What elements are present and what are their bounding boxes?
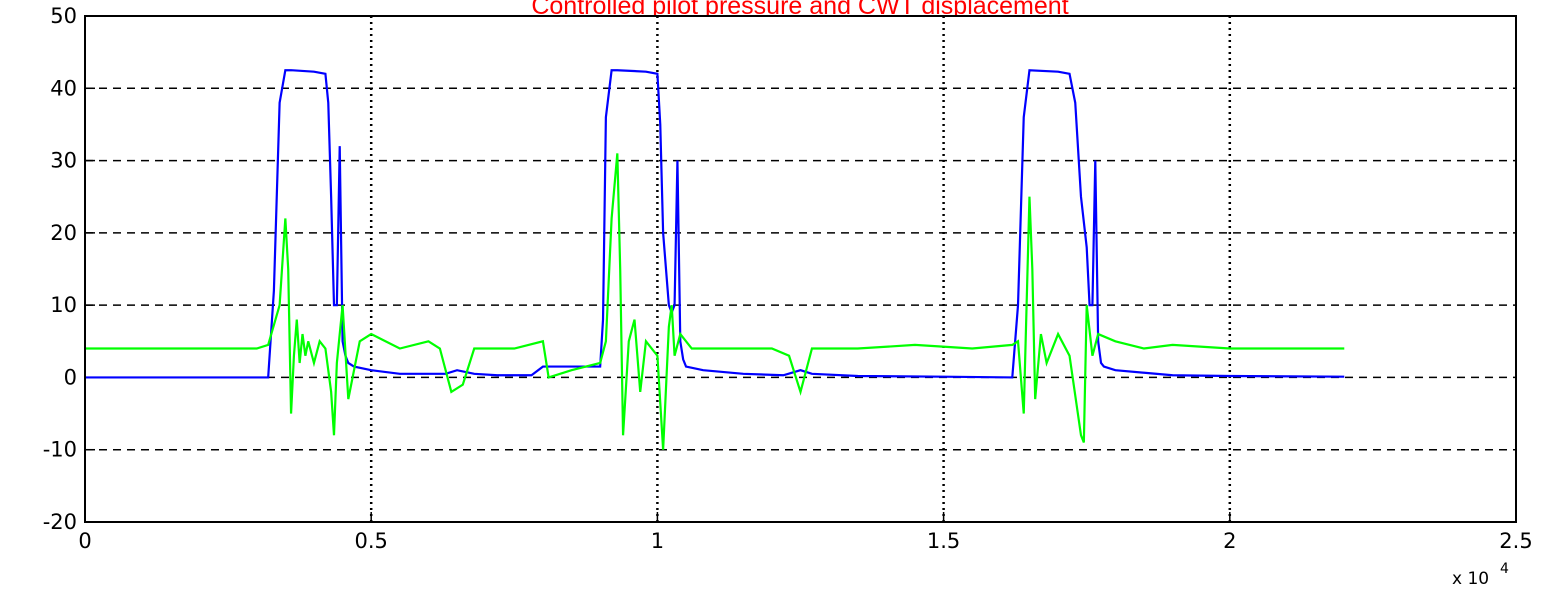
y-tick-label: -10 [43, 438, 77, 462]
x-multiplier: x 10 [1452, 569, 1489, 589]
axes-frame [84, 15, 1517, 523]
y-tick-label: 0 [64, 365, 77, 389]
y-tick-label: 50 [50, 4, 77, 28]
y-tick-label: 40 [50, 76, 77, 100]
series-line [85, 69, 1345, 379]
x-tick-label: 0.5 [354, 529, 387, 553]
y-tick-label: 30 [50, 149, 77, 173]
x-tick-label: 1.5 [927, 529, 960, 553]
x-multiplier-exponent: 4 [1500, 561, 1509, 577]
x-tick-label: 2.5 [1499, 529, 1532, 553]
x-tick-label: 1 [651, 529, 664, 553]
y-tick-label: 20 [50, 221, 77, 245]
plot-area [85, 16, 1516, 522]
y-tick-label: 10 [50, 293, 77, 317]
y-tick-label: -20 [43, 510, 77, 534]
x-tick-label: 2 [1223, 529, 1236, 553]
x-tick-label: 0 [78, 529, 91, 553]
series-line [85, 153, 1345, 450]
